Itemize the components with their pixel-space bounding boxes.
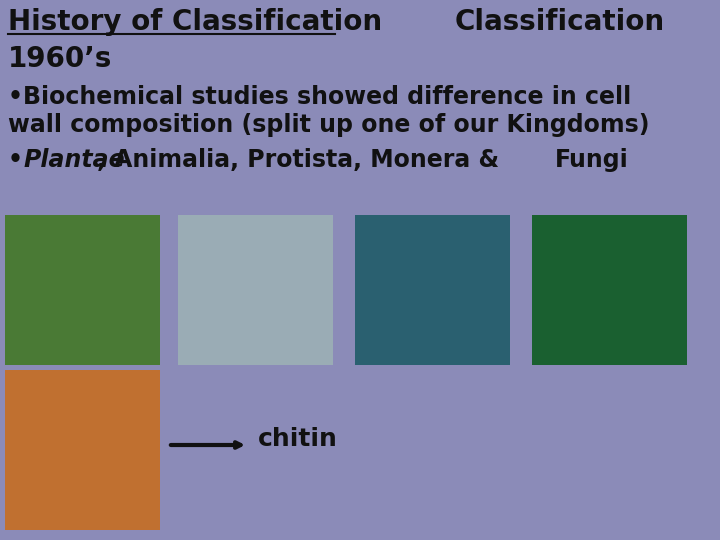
Text: Classification: Classification: [455, 8, 665, 36]
Bar: [532, 215, 687, 365]
Bar: [5, 215, 160, 365]
Bar: [5, 370, 160, 530]
Text: wall composition (split up one of our Kingdoms): wall composition (split up one of our Ki…: [8, 113, 649, 137]
Text: chitin: chitin: [258, 427, 338, 451]
Text: 1960’s: 1960’s: [8, 45, 112, 73]
Text: , Animalia, Protista, Monera &: , Animalia, Protista, Monera &: [97, 148, 508, 172]
Bar: [355, 215, 510, 365]
Text: Fungi: Fungi: [555, 148, 629, 172]
Bar: [178, 215, 333, 365]
Text: •Biochemical studies showed difference in cell: •Biochemical studies showed difference i…: [8, 85, 631, 109]
Text: Plantae: Plantae: [23, 148, 125, 172]
Text: History of Classification: History of Classification: [8, 8, 382, 36]
Text: •: •: [8, 148, 23, 172]
